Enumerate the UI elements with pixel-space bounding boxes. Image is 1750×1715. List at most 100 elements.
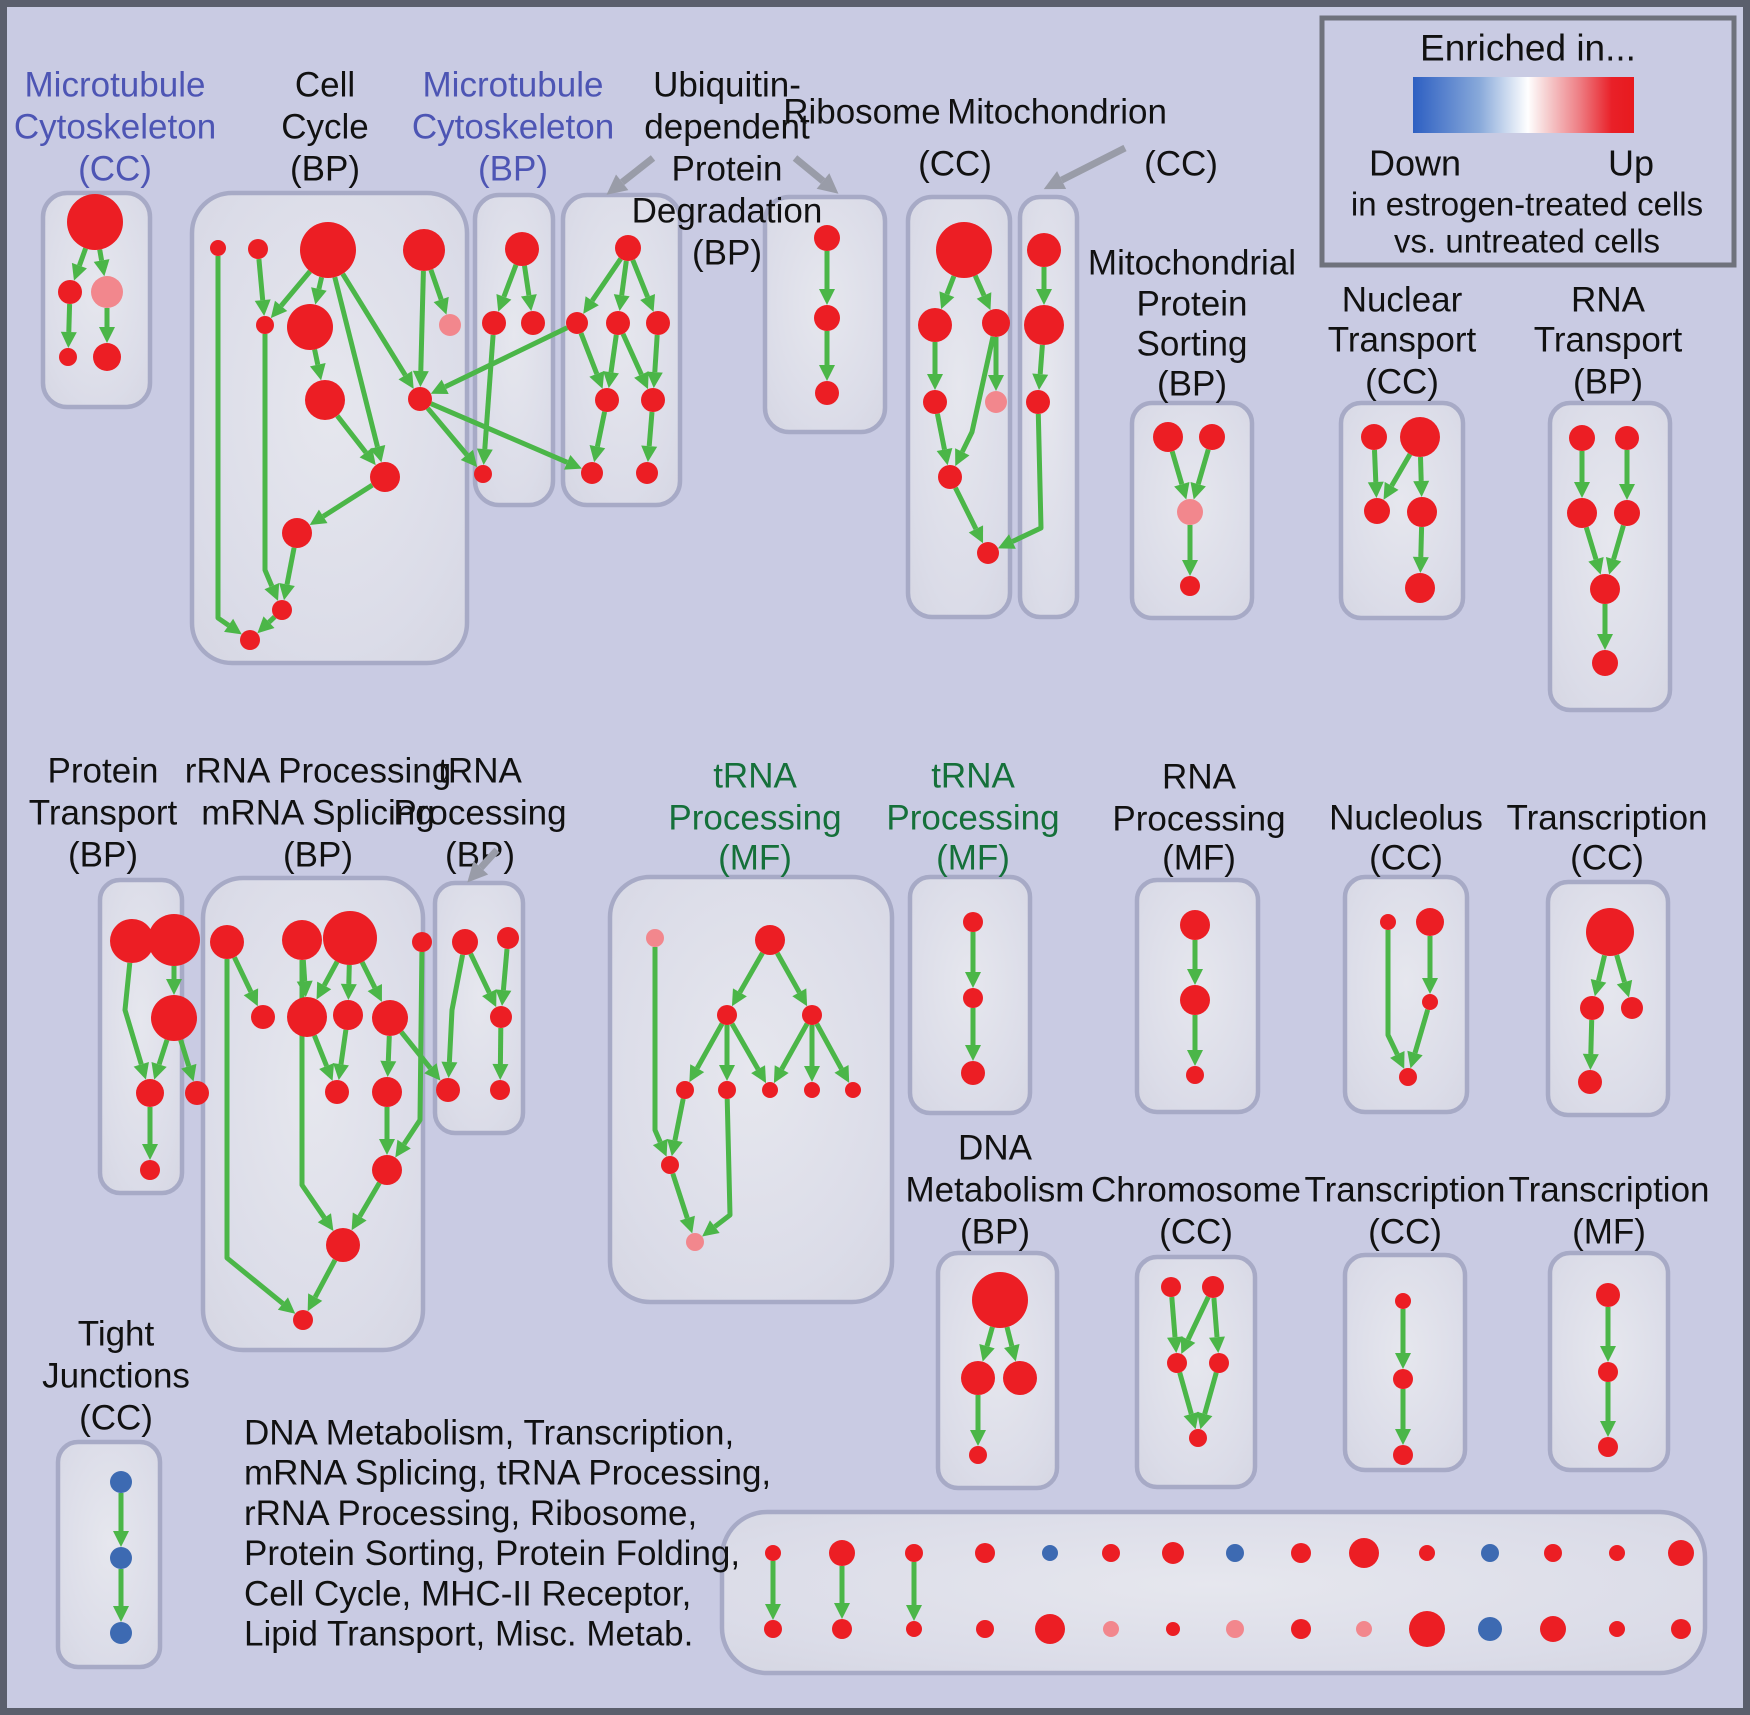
- go-node-pt-s1: [136, 1079, 164, 1107]
- go-node-trna_mf1-c3: [762, 1082, 778, 1098]
- overflow-node-bottom-9: [1356, 1621, 1372, 1637]
- go-node-rib-l1: [923, 390, 947, 414]
- edge-trna_bp-t1-b1: [441, 954, 466, 1078]
- edge-trna_mf1-c1-d: [667, 1098, 686, 1157]
- cluster-label-mps-line3: (BP): [1157, 365, 1227, 404]
- cluster-label-trna_mf2-line0: tRNA: [931, 757, 1015, 796]
- edge-cell_cycle-n3-n6: [311, 276, 327, 305]
- go-node-pt-t2: [148, 914, 200, 966]
- go-node-trna_mf2-a: [963, 912, 983, 932]
- go-node-dnam-m2: [1003, 1361, 1037, 1395]
- edge-ubiq-l1-b1: [589, 411, 608, 463]
- cluster-label-trmf-line0: Transcription: [1509, 1171, 1710, 1210]
- edge-cell_cycle-n11-n12: [279, 547, 297, 601]
- legend-box: [1319, 15, 1737, 268]
- cluster-label-trna_bp-line2: (BP): [445, 836, 515, 875]
- go-node-dnam-m1: [961, 1361, 995, 1395]
- go-node-trna_mf2-b: [963, 988, 983, 1008]
- go-node-trcc2-m1: [1580, 996, 1604, 1020]
- misc-terms-line3: Protein Sorting, Protein Folding,: [244, 1534, 740, 1573]
- go-node-trna_mf1-c2: [718, 1081, 736, 1099]
- edge-cell_cycle-n2-n5: [254, 258, 271, 317]
- cluster-label-nt-line1: Transport: [1328, 321, 1477, 360]
- cluster-label-trna_mf2-line1: Processing: [886, 799, 1059, 838]
- edge-nt-t1-m1: [1367, 449, 1384, 498]
- overflow-node-top-0: [765, 1545, 781, 1561]
- go-node-tj-c: [110, 1622, 132, 1644]
- edge-rrna-a3-b3: [340, 964, 357, 1000]
- legend-subtitle-2: vs. untreated cells: [1394, 223, 1660, 260]
- cluster-label-ubiq-line0: Ubiquitin-: [653, 66, 801, 105]
- overflow-node-top-1: [829, 1540, 855, 1566]
- edge-rib-l1-c: [934, 413, 953, 466]
- go-node-ubiq-m1: [566, 312, 588, 334]
- legend-gradient-bar: [1413, 77, 1634, 133]
- edge-rib-t-m2: [972, 274, 992, 311]
- overflow-node-bottom-12: [1540, 1616, 1566, 1642]
- cluster-label-mito-line1: (CC): [1144, 145, 1218, 184]
- go-node-rrna-a1: [210, 925, 244, 959]
- go-node-rrna-c1: [325, 1080, 349, 1104]
- edge-trcc2-big-m1: [1590, 954, 1607, 997]
- edge-mc_cc-a-b: [71, 247, 88, 281]
- go-node-cell_cycle-n7: [439, 314, 461, 336]
- edge-pt-m-s2: [178, 1039, 197, 1082]
- go-node-chrom-b: [1189, 1429, 1207, 1447]
- go-node-rib-c: [938, 465, 962, 489]
- go-node-tj-b: [110, 1547, 132, 1569]
- cluster-label-rnat-line2: (BP): [1573, 363, 1643, 402]
- edge-ubiq-m2-l1: [603, 334, 619, 389]
- edge-rnat-m1-c: [1583, 526, 1604, 575]
- cluster-label-nt-line2: (CC): [1365, 363, 1439, 402]
- go-node-vert3-c: [815, 381, 839, 405]
- overflow-node-bottom-6: [1166, 1622, 1180, 1636]
- edge-rrna-a1-b1: [232, 956, 259, 1007]
- go-node-pt-t1: [110, 919, 154, 963]
- go-node-trna_mf1-d: [661, 1156, 679, 1174]
- go-node-mito-a: [1027, 233, 1061, 267]
- cluster-label-mps-line0: Mitochondrial: [1088, 244, 1296, 283]
- overflow-node-bottom-4: [1035, 1614, 1065, 1644]
- go-node-trna_bp-t1: [452, 929, 478, 955]
- edge-mito-b-c: [1032, 344, 1049, 391]
- overflow-node-bottom-13: [1609, 1621, 1625, 1637]
- go-node-rrna-a3: [323, 911, 377, 965]
- edge-cell_cycle-n12-n13: [257, 614, 277, 634]
- cluster-label-mps-line1: Protein: [1137, 285, 1248, 324]
- cross-edge-rrna-b4-trna_bp-b1: [399, 1030, 441, 1081]
- legend-down-label: Down: [1369, 143, 1461, 184]
- go-node-dnam-big: [972, 1272, 1028, 1328]
- cluster-label-tj-line1: Junctions: [42, 1357, 190, 1396]
- cluster-label-trna_mf1-line0: tRNA: [713, 757, 797, 796]
- cluster-label-mps-line2: Sorting: [1137, 325, 1248, 364]
- go-node-ubiq-m3: [646, 311, 670, 335]
- go-node-rrna-b1: [251, 1005, 275, 1029]
- go-node-chrom-m2: [1209, 1353, 1229, 1373]
- cluster-label-rrna-line2: (BP): [283, 836, 353, 875]
- cluster-box-nt: [1338, 400, 1466, 621]
- go-node-cell_cycle-n3: [300, 222, 356, 278]
- cluster-label-trcc2-line1: (CC): [1570, 839, 1644, 878]
- misc-terms-line2: rRNA Processing, Ribosome,: [244, 1494, 697, 1533]
- go-node-rrna-d: [372, 1155, 402, 1185]
- edge-ubiq-m3-l2: [646, 334, 663, 389]
- go-node-mc_cc-d: [59, 348, 77, 366]
- cluster-label-rrna-line1: mRNA Splicing: [201, 794, 434, 833]
- edge-chrom-t2-m1: [1180, 1295, 1211, 1354]
- edge-cell_cycle-n4-n9: [412, 270, 429, 387]
- go-node-mc_bp-d: [474, 465, 492, 483]
- go-node-mps-p: [1177, 499, 1203, 525]
- cluster-label-trcc3-line0: Transcription: [1305, 1171, 1506, 1210]
- legend-title: Enriched in...: [1420, 28, 1636, 69]
- go-node-pt-b: [140, 1160, 160, 1180]
- go-node-mito-c: [1026, 390, 1050, 414]
- edge-pt-m-s1: [151, 1039, 170, 1080]
- cluster-label-mc_cc-line2: (CC): [78, 150, 152, 189]
- go-node-pt-s2: [185, 1081, 209, 1105]
- cluster-label-trna_mf1-line2: (MF): [718, 839, 792, 878]
- go-node-rrna-a4: [412, 932, 432, 952]
- go-node-rib-m1: [918, 308, 952, 342]
- cluster-label-chrom-line1: (CC): [1159, 1213, 1233, 1252]
- go-node-cell_cycle-n4: [403, 229, 445, 271]
